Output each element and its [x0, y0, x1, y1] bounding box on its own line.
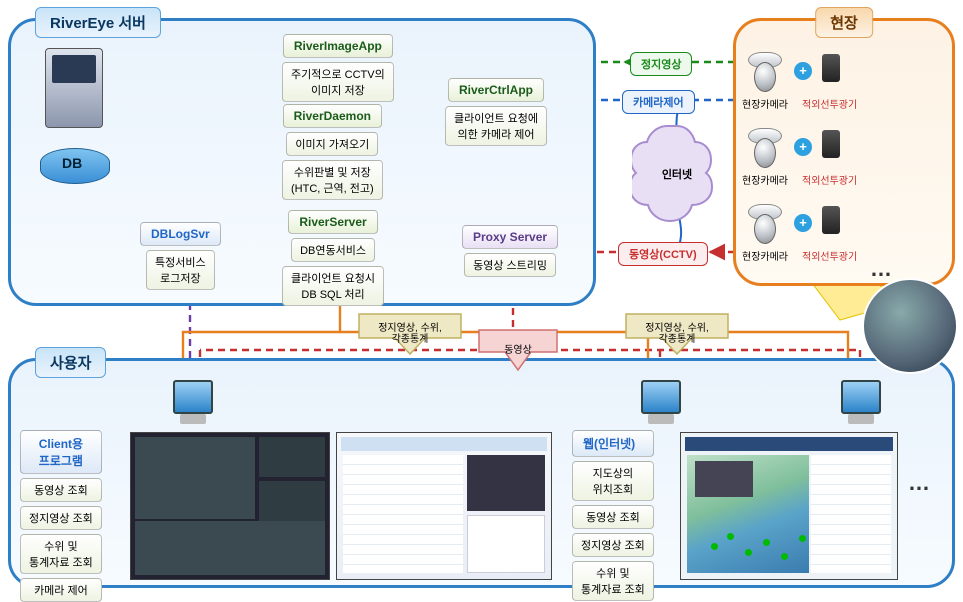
- app-web-item3: 수위 및 통계자료 조회: [572, 561, 654, 601]
- app-riverdaemon-item0: 이미지 가져오기: [286, 132, 378, 156]
- app-dblogsvr: DBLogSvr 특정서비스 로그저장: [140, 222, 221, 290]
- app-riverimage: RiverImageApp 주기적으로 CCTV의 이미지 저장: [282, 34, 394, 102]
- bigarrow-right: 정지영상, 수위, 각종통계: [622, 312, 732, 356]
- pill-video: 동영상(CCTV): [618, 242, 708, 266]
- plus-1: +: [794, 62, 812, 80]
- app-web: 웹(인터넷) 지도상의 위치조회 동영상 조회 정지영상 조회 수위 및 통계자…: [572, 430, 654, 601]
- app-riverserver-header: RiverServer: [288, 210, 377, 234]
- monitor-2: [636, 380, 686, 424]
- cam-label-1b: 적외선투광기: [802, 96, 857, 111]
- monitor-3: [836, 380, 886, 424]
- app-client: Client용 프로그램 동영상 조회 정지영상 조회 수위 및 통계자료 조회…: [20, 430, 102, 602]
- app-dblogsvr-header: DBLogSvr: [140, 222, 221, 246]
- web-screenshot: [680, 432, 898, 580]
- pill-camctrl: 카메라제어: [622, 90, 695, 114]
- cloud-label: 인터넷: [662, 169, 692, 181]
- app-riverctrl-header: RiverCtrlApp: [448, 78, 544, 102]
- bigarrow-mid-text: 동영상: [475, 328, 561, 372]
- cam-label-2b: 적외선투광기: [802, 172, 857, 187]
- app-riverimage-header: RiverImageApp: [283, 34, 393, 58]
- app-web-header: 웹(인터넷): [572, 430, 654, 457]
- site-ellipsis: …: [870, 256, 892, 282]
- cam-label-3b: 적외선투광기: [802, 248, 857, 263]
- user-ellipsis: …: [908, 470, 930, 496]
- app-client-header: Client용 프로그램: [20, 430, 102, 474]
- ir-2: [822, 130, 840, 158]
- app-proxy: Proxy Server 동영상 스트리밍: [462, 225, 558, 277]
- internet-cloud: 인터넷: [632, 118, 722, 228]
- region-site-title: 현장: [815, 7, 873, 38]
- app-riverdaemon: RiverDaemon 이미지 가져오기 수위판별 및 저장 (HTC, 근역,…: [282, 104, 383, 200]
- plus-2: +: [794, 138, 812, 156]
- monitor-1: [168, 380, 218, 424]
- camera-3: [748, 204, 782, 244]
- app-web-item2: 정지영상 조회: [572, 533, 654, 557]
- app-riverserver-item0: DB연동서비스: [291, 238, 375, 262]
- app-riverdaemon-item1: 수위판별 및 저장 (HTC, 근역, 전고): [282, 160, 383, 200]
- cam-label-2a: 현장카메라: [742, 172, 788, 187]
- field-photo: [862, 278, 958, 374]
- camera-1: [748, 52, 782, 92]
- ir-3: [822, 206, 840, 234]
- app-client-item2: 수위 및 통계자료 조회: [20, 534, 102, 574]
- app-riverserver: RiverServer DB연동서비스 클라이언트 요청시 DB SQL 처리: [282, 210, 384, 306]
- cam-label-3a: 현장카메라: [742, 248, 788, 263]
- app-riverdaemon-header: RiverDaemon: [283, 104, 382, 128]
- app-client-item0: 동영상 조회: [20, 478, 102, 502]
- bigarrow-mid: 동영상: [475, 328, 561, 372]
- app-web-item1: 동영상 조회: [572, 505, 654, 529]
- region-user-title: 사용자: [35, 347, 106, 378]
- app-riverserver-item1: 클라이언트 요청시 DB SQL 처리: [282, 266, 384, 306]
- client-screenshot-1: [130, 432, 330, 580]
- app-proxy-header: Proxy Server: [462, 225, 558, 249]
- bigarrow-left: 정지영상, 수위, 각종통계: [355, 312, 465, 356]
- camera-2: [748, 128, 782, 168]
- app-web-item0: 지도상의 위치조회: [572, 461, 654, 501]
- app-client-item3: 카메라 제어: [20, 578, 102, 602]
- region-server-title: RiverEye 서버: [35, 7, 161, 38]
- pill-still: 정지영상: [630, 52, 692, 76]
- cam-label-1a: 현장카메라: [742, 96, 788, 111]
- app-dblogsvr-item: 특정서비스 로그저장: [146, 250, 215, 290]
- server-icon: [45, 48, 103, 128]
- bigarrow-left-text: 정지영상, 수위, 각종통계: [355, 312, 465, 356]
- app-riverctrl-item: 클라이언트 요청에 의한 카메라 제어: [445, 106, 547, 146]
- app-proxy-item: 동영상 스트리밍: [464, 253, 556, 277]
- app-riverctrl: RiverCtrlApp 클라이언트 요청에 의한 카메라 제어: [445, 78, 547, 146]
- db-label: DB: [62, 155, 82, 171]
- app-riverimage-item: 주기적으로 CCTV의 이미지 저장: [282, 62, 394, 102]
- app-client-item1: 정지영상 조회: [20, 506, 102, 530]
- bigarrow-right-text: 정지영상, 수위, 각종통계: [622, 312, 732, 356]
- client-screenshot-2: [336, 432, 552, 580]
- ir-1: [822, 54, 840, 82]
- plus-3: +: [794, 214, 812, 232]
